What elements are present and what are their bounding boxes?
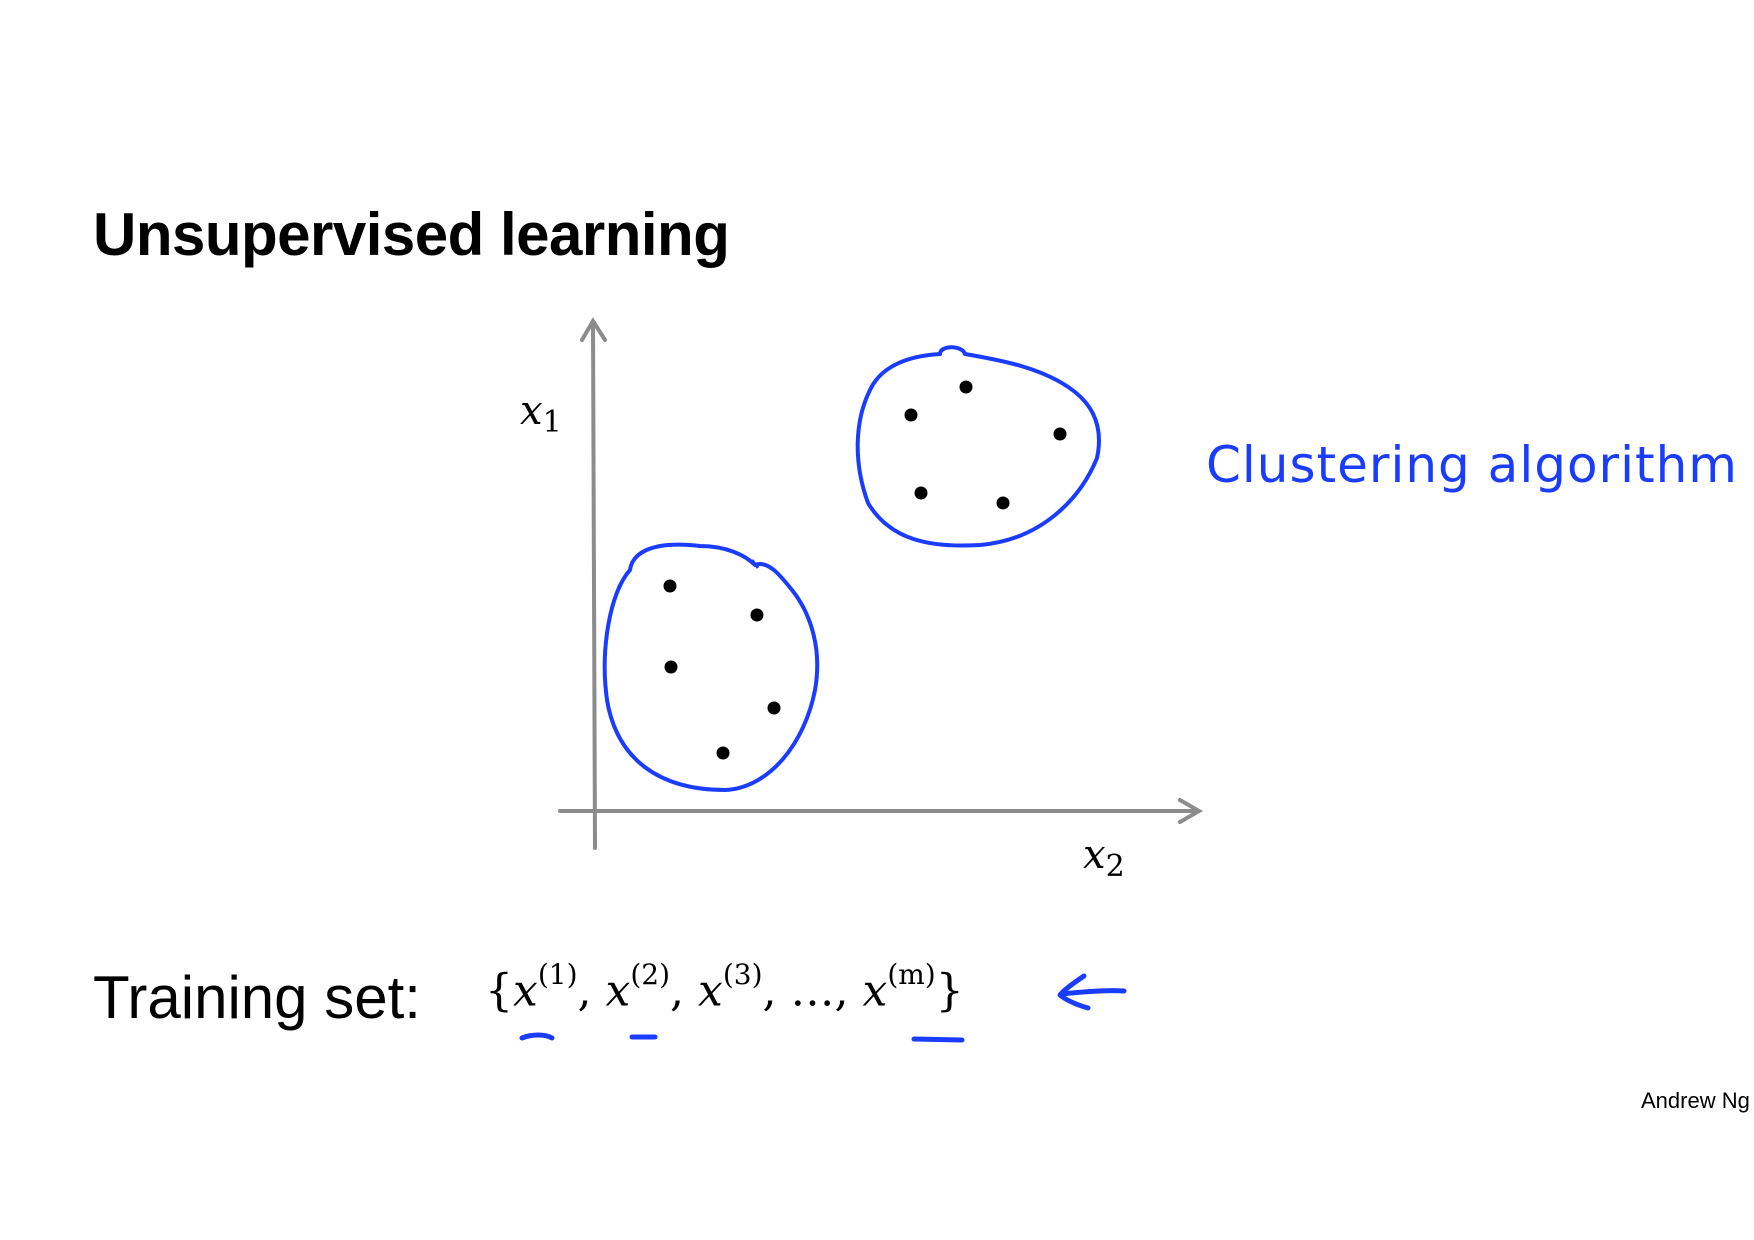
clustering-annotation: Clustering algorithm [1206, 436, 1738, 494]
cluster-outline-lower-tail [750, 559, 760, 569]
author-credit: Andrew Ng [1641, 1088, 1750, 1113]
cluster-outline-upper [855, 345, 1101, 548]
data-point [996, 496, 1010, 510]
x-axis-label: x2 [1083, 832, 1125, 884]
training-set-label: Training set: [93, 964, 421, 1031]
open-brace: { [485, 965, 513, 1017]
data-point [663, 579, 677, 593]
data-point [1053, 427, 1067, 441]
y-axis [591, 322, 597, 850]
slide-title: Unsupervised learning [93, 201, 730, 268]
data-points [663, 380, 1067, 760]
training-var: x [698, 965, 723, 1017]
index-3: (3) [722, 958, 763, 991]
cluster-outline-lower [602, 542, 820, 792]
axes [558, 317, 1203, 850]
underline-x1 [519, 1032, 555, 1041]
training-set-expression: {x(1), x(2), x(3), …, x(m)} [485, 958, 964, 1017]
data-point [716, 746, 730, 760]
index-2: (2) [630, 958, 670, 991]
data-point [959, 380, 973, 394]
training-var: x [605, 965, 631, 1017]
data-point [914, 486, 928, 500]
y-axis-label: x1 [520, 388, 562, 440]
data-point [664, 660, 678, 674]
ellipsis: … [790, 965, 835, 1017]
data-point [904, 408, 918, 422]
training-var: x [513, 965, 538, 1017]
left-arrow-icon [1057, 973, 1127, 1011]
index-m: (m) [887, 958, 936, 991]
close-brace: } [935, 965, 964, 1017]
y-axis-arrow-head [580, 317, 607, 342]
training-var: x [862, 965, 888, 1017]
underlines [519, 1032, 965, 1043]
data-point [750, 608, 764, 622]
x-axis-arrow-head [1178, 798, 1203, 824]
data-point [767, 701, 781, 715]
index-1: (1) [537, 958, 578, 991]
underline-xm [911, 1036, 965, 1043]
